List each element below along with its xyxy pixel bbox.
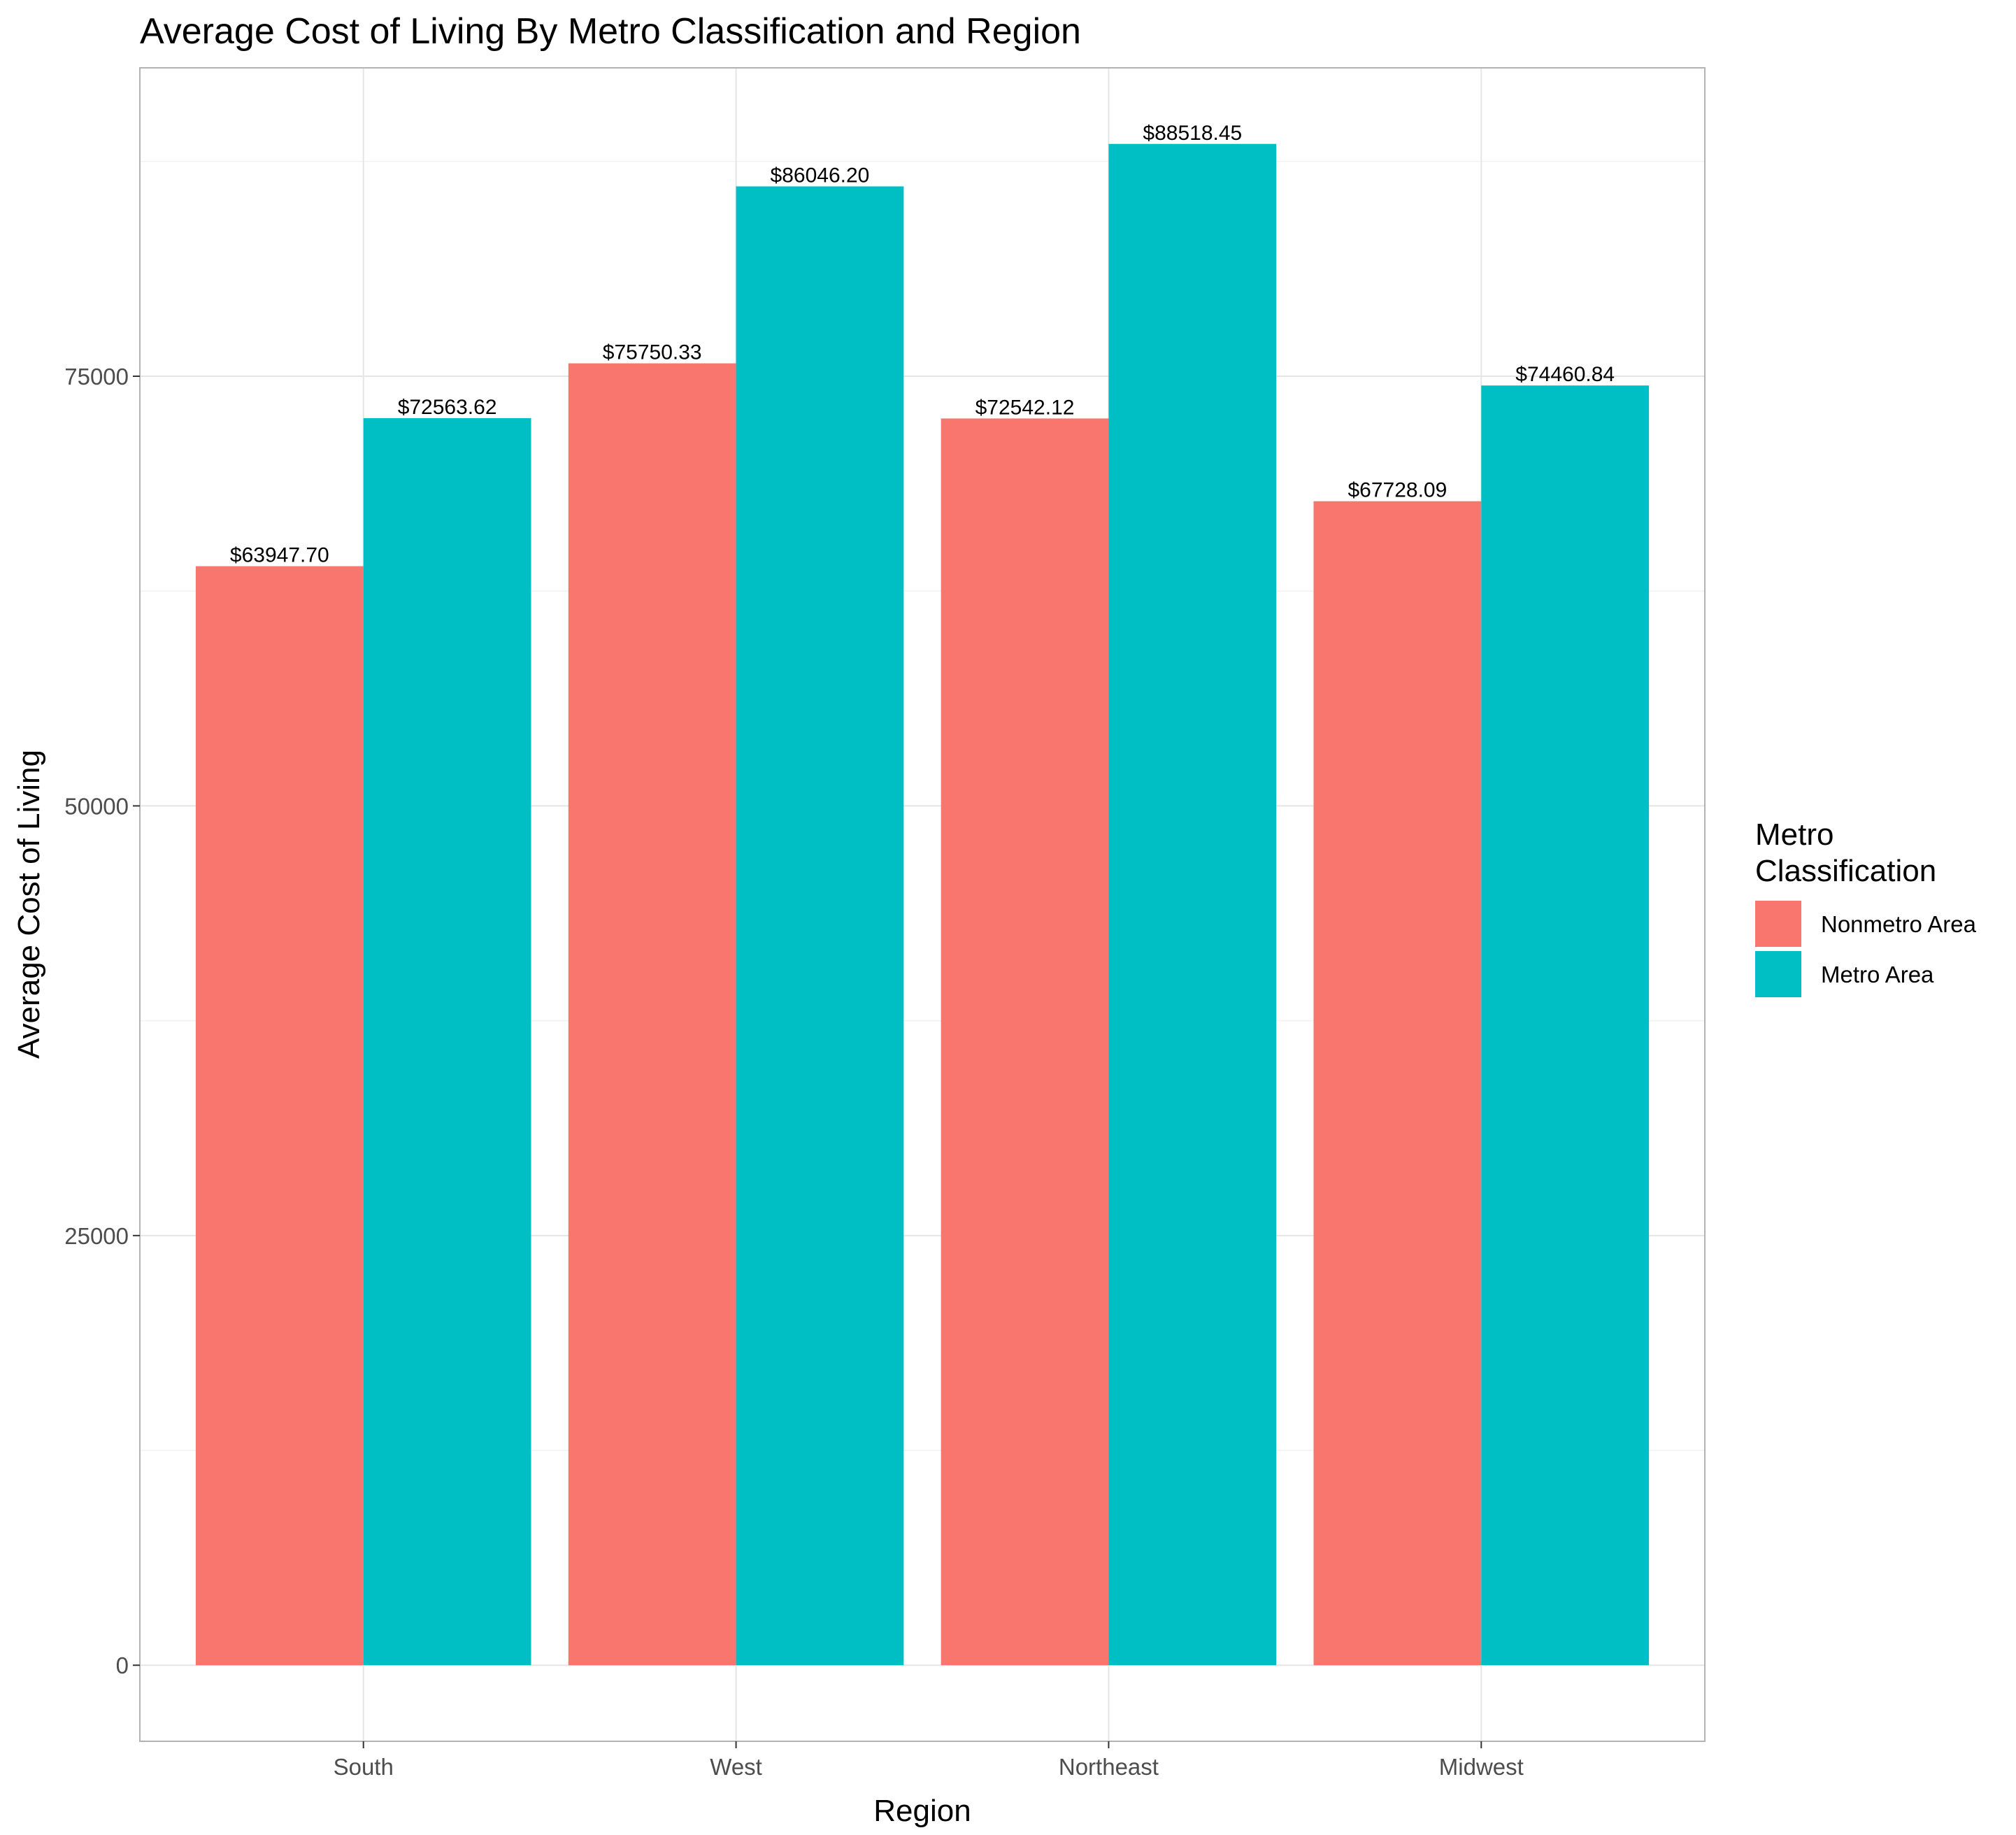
bar-nonmetro-south <box>195 566 364 1666</box>
bar-value-label: $67728.09 <box>1347 479 1447 502</box>
plot-border <box>139 67 1706 1742</box>
bar-nonmetro-midwest <box>1313 501 1482 1666</box>
bar-metro-northeast <box>1108 143 1277 1666</box>
y-axis: 0 25000 50000 75000 <box>64 364 140 1678</box>
bar-nonmetro-west <box>568 363 736 1666</box>
y-tick-label: 50000 <box>64 793 129 819</box>
bar-value-label: $75750.33 <box>603 341 702 364</box>
y-tick-label: 75000 <box>64 364 129 390</box>
x-tick-label: Midwest <box>1439 1754 1524 1780</box>
data-labels: $63947.70 $75750.33 $72542.12 $67728.09 $725… <box>230 122 1615 567</box>
bar-value-label: $72542.12 <box>975 396 1075 419</box>
x-tick-label: Northeast <box>1059 1754 1159 1780</box>
bar-nonmetro-northeast <box>941 418 1109 1666</box>
legend-label: Metro Area <box>1821 962 1934 987</box>
legend-key-metro <box>1755 951 1801 997</box>
bar-value-label: $74460.84 <box>1515 363 1615 386</box>
bar-metro-midwest <box>1481 385 1650 1666</box>
bar-metro-south <box>363 417 531 1666</box>
bars <box>195 143 1650 1666</box>
y-tick-label: 0 <box>116 1652 129 1678</box>
y-tick-label: 25000 <box>64 1223 129 1249</box>
bar-metro-west <box>736 186 904 1666</box>
legend-label: Nonmetro Area <box>1821 911 1977 937</box>
x-tick-label: West <box>710 1754 762 1780</box>
legend-title: Metro <box>1755 817 1833 852</box>
bar-value-label: $63947.70 <box>230 544 329 567</box>
bar-value-label: $86046.20 <box>771 164 870 187</box>
legend-title: Classification <box>1755 854 1936 888</box>
x-axis-title: Region <box>873 1794 971 1828</box>
bar-value-label: $72563.62 <box>398 396 497 419</box>
y-axis-title: Average Cost of Living <box>12 750 46 1059</box>
x-tick-label: South <box>334 1754 394 1780</box>
x-axis: South West Northeast Midwest <box>334 1741 1524 1780</box>
chart-title: Average Cost of Living By Metro Classifi… <box>140 11 1081 52</box>
bar-value-label: $88518.45 <box>1143 122 1242 145</box>
legend-key-nonmetro <box>1755 901 1801 947</box>
